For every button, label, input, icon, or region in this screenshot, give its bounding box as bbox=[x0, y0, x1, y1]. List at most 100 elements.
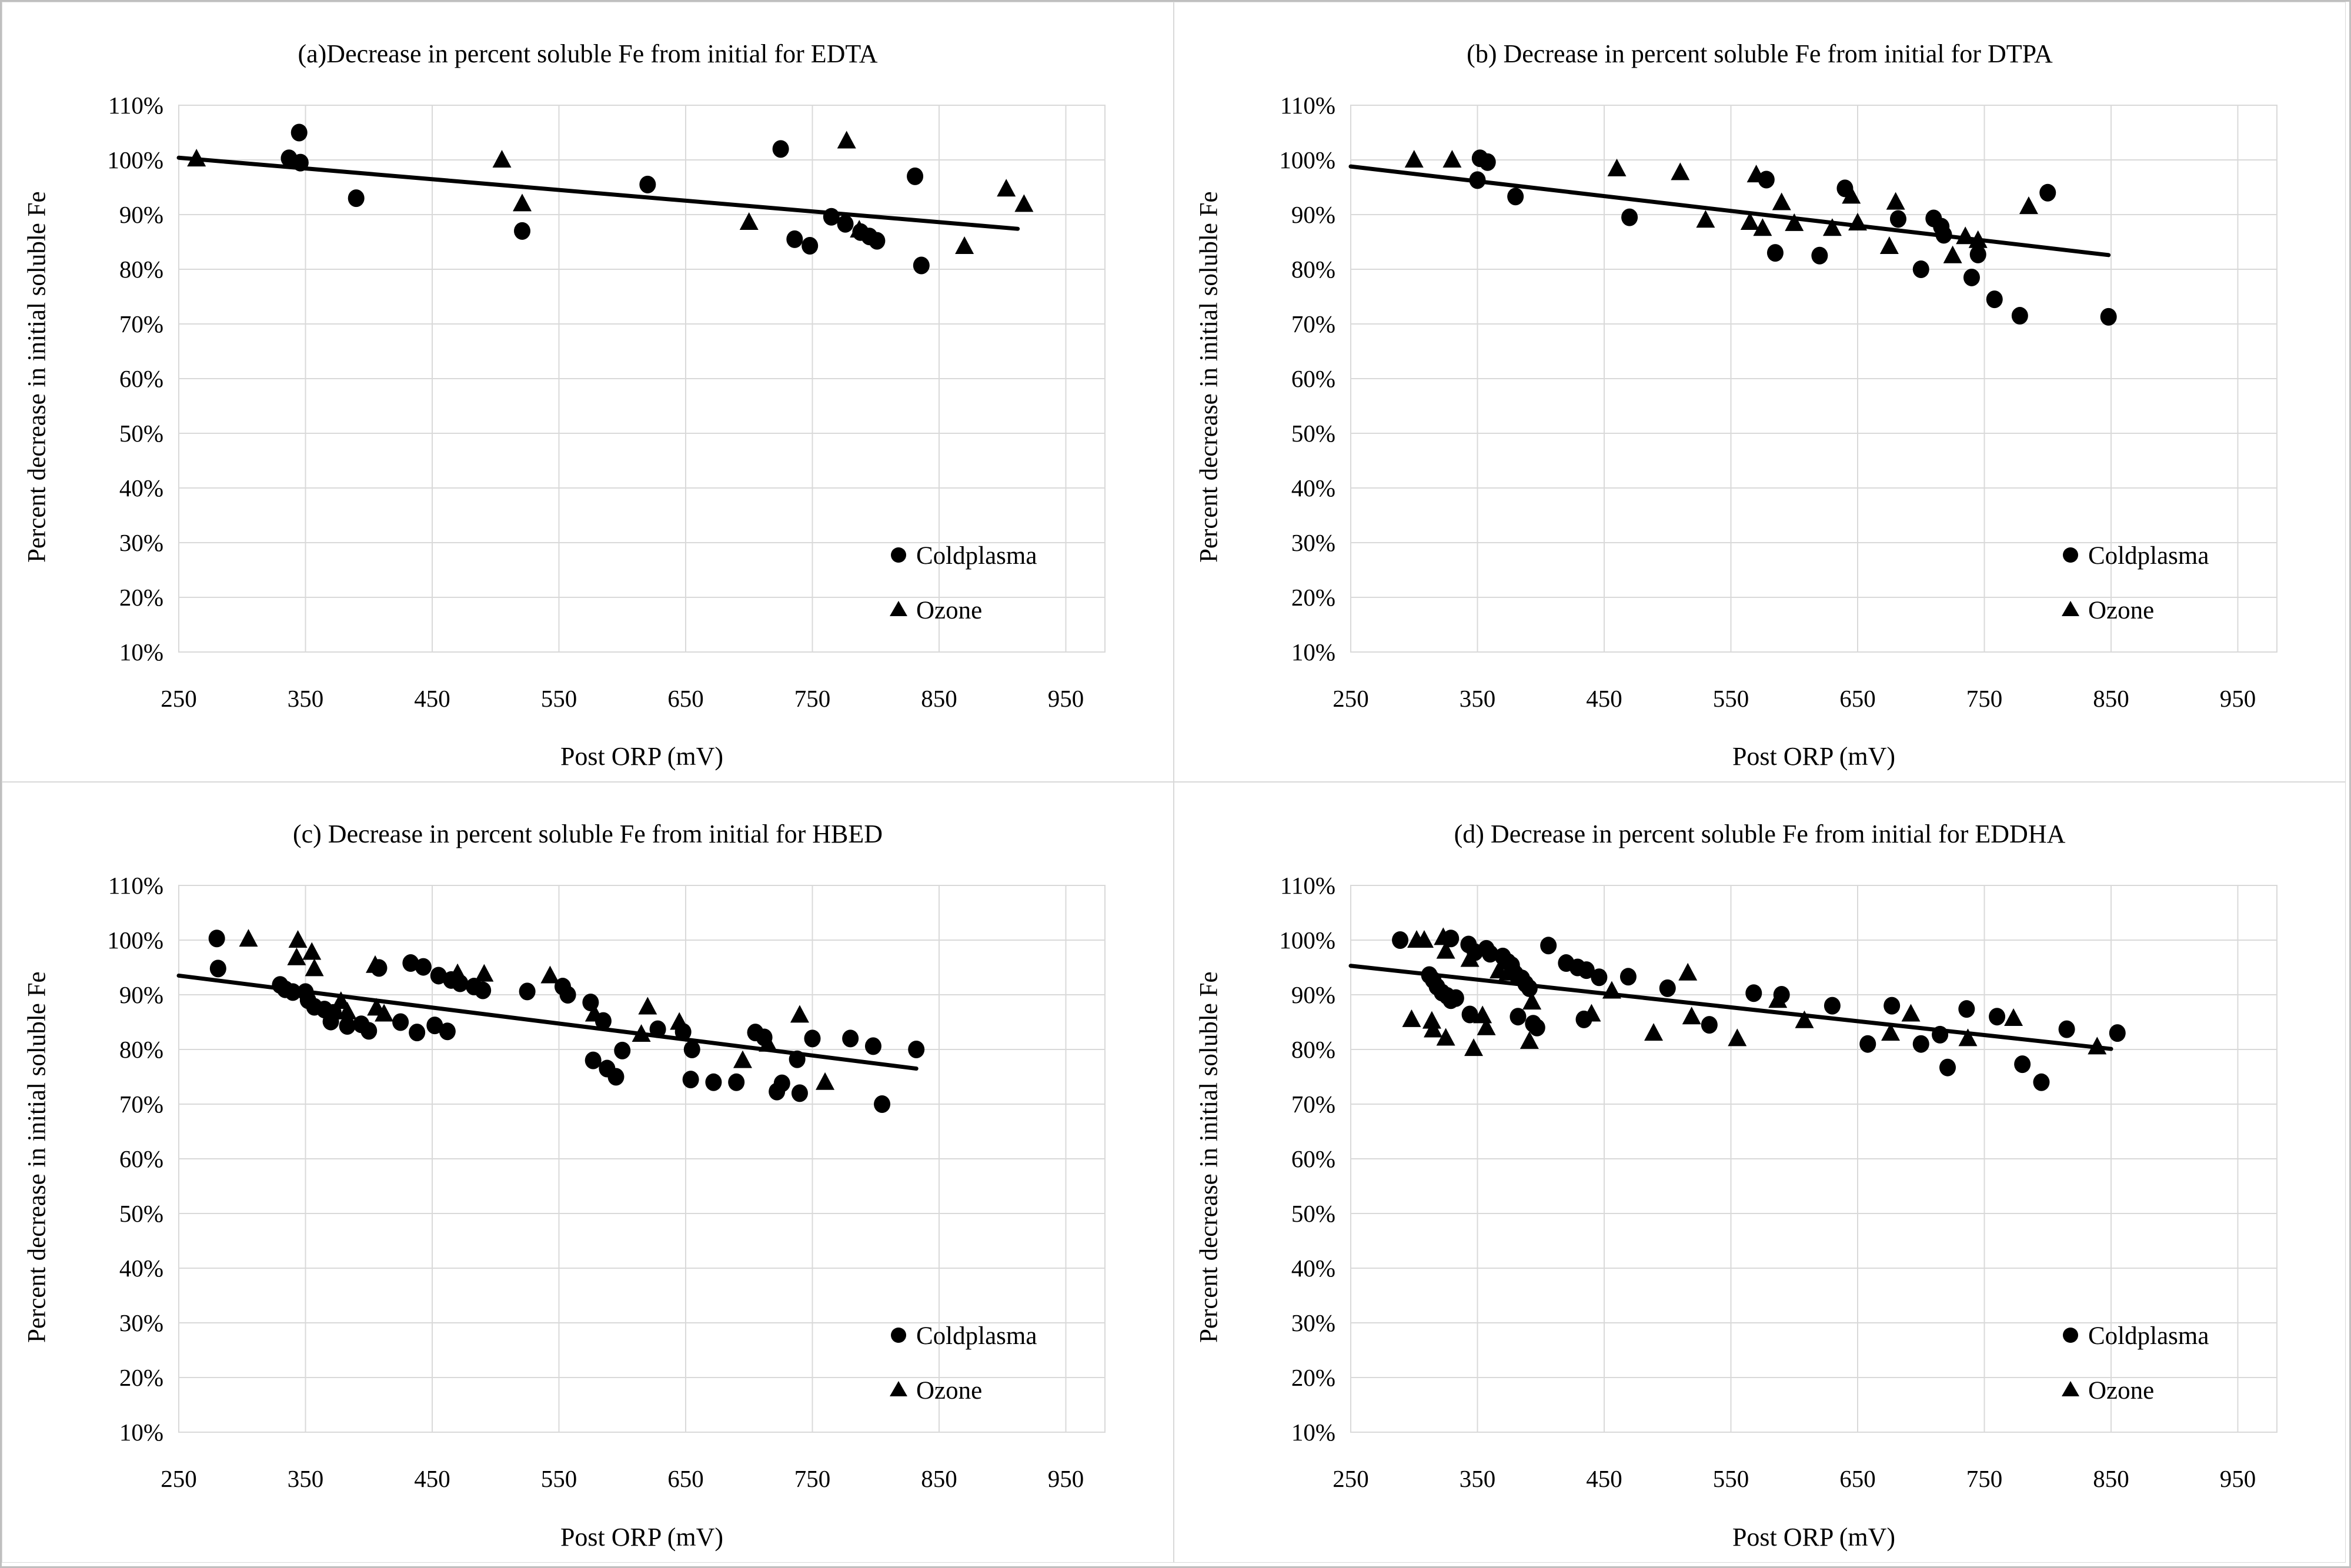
svg-text:550: 550 bbox=[1713, 685, 1749, 712]
legend-label: Ozone bbox=[916, 597, 982, 624]
svg-text:60%: 60% bbox=[119, 365, 163, 392]
series-ozone bbox=[1402, 927, 2107, 1057]
trendline bbox=[1348, 164, 2111, 258]
panel-title-a: (a)Decrease in percent soluble Fe from i… bbox=[298, 39, 878, 68]
svg-text:950: 950 bbox=[1048, 1465, 1084, 1492]
legend: Coldplasma Ozone bbox=[2062, 1322, 2209, 1405]
x-axis-title-b: Post ORP (mV) bbox=[1732, 742, 1896, 771]
svg-text:10%: 10% bbox=[1291, 1419, 1335, 1446]
svg-text:250: 250 bbox=[161, 1465, 197, 1492]
series-coldplasma bbox=[1469, 149, 2117, 326]
svg-text:350: 350 bbox=[288, 685, 324, 712]
axis-tick-labels: 110% 100% 90% 80% 70% 60% 50% 40% 30% 20% 10% 250 35… bbox=[107, 92, 1084, 712]
gridlines bbox=[178, 105, 1106, 653]
svg-text:40%: 40% bbox=[1291, 1255, 1335, 1282]
svg-text:250: 250 bbox=[161, 685, 197, 712]
legend: Coldplasma Ozone bbox=[890, 542, 1037, 624]
series-ozone bbox=[1404, 150, 2038, 263]
svg-text:20%: 20% bbox=[119, 584, 163, 611]
axis-tick-labels: 110% 100% 90% 80% 70% 60% 50% 40% 30% 20% 10% 250 35… bbox=[1279, 92, 2256, 712]
svg-text:750: 750 bbox=[1966, 685, 2003, 712]
svg-text:80%: 80% bbox=[119, 1036, 163, 1063]
scatter-plot-a: 110% 100% 90% 80% 70% 60% 50% 40% 30% 20% 10% 250 35… bbox=[107, 92, 1106, 712]
svg-text:90%: 90% bbox=[119, 201, 163, 228]
svg-text:450: 450 bbox=[414, 685, 450, 712]
legend-ozone-icon bbox=[890, 601, 907, 616]
svg-text:450: 450 bbox=[414, 1465, 450, 1492]
svg-text:650: 650 bbox=[1839, 685, 1876, 712]
svg-text:550: 550 bbox=[1713, 1465, 1749, 1492]
legend-coldplasma-icon bbox=[891, 547, 906, 563]
svg-text:850: 850 bbox=[2093, 1465, 2129, 1492]
svg-text:30%: 30% bbox=[119, 1309, 163, 1336]
svg-text:50%: 50% bbox=[119, 420, 163, 447]
svg-text:60%: 60% bbox=[1291, 1145, 1335, 1172]
svg-text:650: 650 bbox=[1839, 1465, 1876, 1492]
scatter-plot-d: 110% 100% 90% 80% 70% 60% 50% 40% 30% 20% 10% 250 35… bbox=[1279, 872, 2277, 1492]
svg-text:350: 350 bbox=[1460, 685, 1496, 712]
svg-text:50%: 50% bbox=[1291, 420, 1335, 447]
panel-title-b: (b) Decrease in percent soluble Fe from … bbox=[1467, 39, 2053, 68]
svg-text:850: 850 bbox=[2093, 685, 2129, 712]
legend-coldplasma-icon bbox=[2063, 547, 2078, 563]
svg-text:250: 250 bbox=[1333, 685, 1369, 712]
svg-text:110%: 110% bbox=[108, 872, 163, 899]
svg-text:10%: 10% bbox=[119, 638, 163, 666]
svg-text:650: 650 bbox=[667, 685, 704, 712]
legend-label: Ozone bbox=[2088, 1377, 2154, 1405]
svg-text:80%: 80% bbox=[1291, 1036, 1335, 1063]
svg-text:10%: 10% bbox=[119, 1419, 163, 1446]
svg-text:750: 750 bbox=[794, 685, 831, 712]
legend-label: Coldplasma bbox=[2088, 1322, 2209, 1350]
legend-label: Coldplasma bbox=[916, 542, 1037, 570]
svg-text:30%: 30% bbox=[1291, 1309, 1335, 1336]
svg-text:550: 550 bbox=[541, 1465, 577, 1492]
svg-text:450: 450 bbox=[1586, 1465, 1622, 1492]
trendline bbox=[176, 155, 1020, 231]
series-coldplasma bbox=[280, 123, 930, 275]
svg-text:20%: 20% bbox=[1291, 584, 1335, 611]
legend-label: Ozone bbox=[2088, 597, 2154, 624]
svg-text:30%: 30% bbox=[119, 529, 163, 556]
series-ozone bbox=[187, 131, 1034, 254]
series-ozone bbox=[239, 929, 835, 1090]
x-axis-title-d: Post ORP (mV) bbox=[1732, 1523, 1896, 1552]
svg-text:20%: 20% bbox=[1291, 1364, 1335, 1391]
svg-text:950: 950 bbox=[1048, 685, 1084, 712]
svg-text:110%: 110% bbox=[1280, 92, 1335, 119]
svg-text:10%: 10% bbox=[1291, 638, 1335, 666]
scatter-plot-b: 110% 100% 90% 80% 70% 60% 50% 40% 30% 20% 10% 250 35… bbox=[1279, 92, 2277, 712]
panel-title-c: (c) Decrease in percent soluble Fe from … bbox=[292, 820, 883, 848]
svg-text:110%: 110% bbox=[108, 92, 163, 119]
svg-text:90%: 90% bbox=[1291, 981, 1335, 1008]
series-coldplasma bbox=[208, 930, 925, 1113]
svg-text:100%: 100% bbox=[107, 146, 163, 173]
legend: Coldplasma Ozone bbox=[2062, 542, 2209, 624]
legend-coldplasma-icon bbox=[2063, 1328, 2078, 1343]
svg-text:650: 650 bbox=[667, 1465, 704, 1492]
svg-text:90%: 90% bbox=[1291, 201, 1335, 228]
svg-text:750: 750 bbox=[1966, 1465, 2003, 1492]
svg-text:100%: 100% bbox=[107, 927, 163, 954]
svg-text:40%: 40% bbox=[119, 1255, 163, 1282]
svg-text:60%: 60% bbox=[1291, 365, 1335, 392]
svg-text:100%: 100% bbox=[1279, 927, 1335, 954]
panel-d: (d) Decrease in percent soluble Fe from … bbox=[1174, 782, 2346, 1563]
svg-text:70%: 70% bbox=[1291, 310, 1335, 337]
svg-text:950: 950 bbox=[2220, 685, 2256, 712]
panel-title-d: (d) Decrease in percent soluble Fe from … bbox=[1454, 820, 2066, 848]
panel-a: (a)Decrease in percent soluble Fe from i… bbox=[2, 2, 1174, 782]
svg-text:80%: 80% bbox=[119, 256, 163, 283]
svg-text:750: 750 bbox=[794, 1465, 831, 1492]
axis-tick-labels: 110% 100% 90% 80% 70% 60% 50% 40% 30% 20% 10% 250 35… bbox=[1279, 872, 2256, 1492]
svg-text:50%: 50% bbox=[1291, 1200, 1335, 1227]
svg-text:100%: 100% bbox=[1279, 146, 1335, 173]
gridlines bbox=[1350, 885, 2277, 1433]
panel-b: (b) Decrease in percent soluble Fe from … bbox=[1174, 2, 2346, 782]
svg-text:450: 450 bbox=[1586, 685, 1622, 712]
svg-text:50%: 50% bbox=[119, 1200, 163, 1227]
svg-text:80%: 80% bbox=[1291, 256, 1335, 283]
svg-text:70%: 70% bbox=[119, 310, 163, 337]
svg-text:850: 850 bbox=[921, 1465, 957, 1492]
